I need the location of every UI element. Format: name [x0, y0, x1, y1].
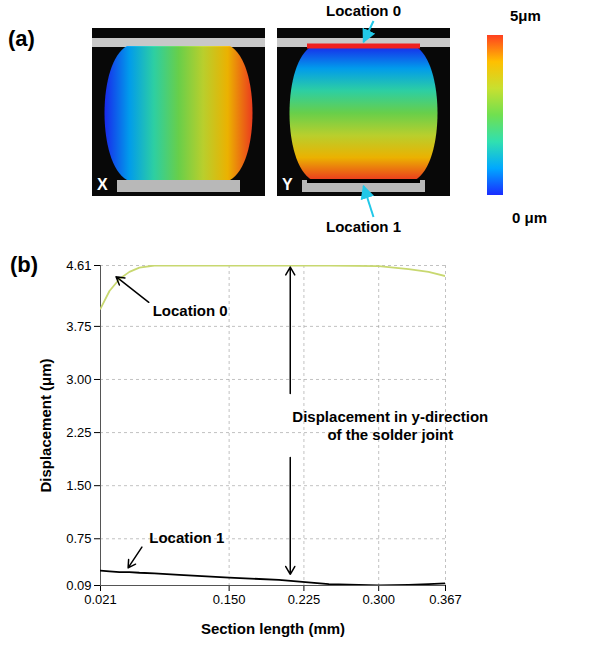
svg-text:1.50: 1.50 — [66, 478, 91, 493]
svg-text:5μm: 5μm — [510, 7, 541, 24]
svg-text:Location 0: Location 0 — [326, 2, 401, 19]
svg-text:3.75: 3.75 — [66, 319, 91, 334]
html-text:(b): (b) — [10, 252, 39, 277]
svg-text:Location 1: Location 1 — [149, 529, 224, 546]
svg-text:0.75: 0.75 — [66, 531, 91, 546]
svg-text:4.61: 4.61 — [66, 258, 91, 273]
svg-text:0.225: 0.225 — [288, 592, 321, 607]
svg-text:0.150: 0.150 — [213, 592, 246, 607]
svg-text:Location 0: Location 0 — [153, 302, 228, 319]
svg-text:0.300: 0.300 — [362, 592, 395, 607]
svg-text:Displacement (μm): Displacement (μm) — [37, 358, 54, 492]
svg-text:0.09: 0.09 — [66, 578, 91, 593]
svg-text:(a): (a) — [8, 26, 35, 51]
svg-text:Location 1: Location 1 — [326, 218, 401, 235]
svg-text:0 μm: 0 μm — [512, 209, 547, 226]
svg-text:3.00: 3.00 — [66, 372, 91, 387]
svg-text:X: X — [97, 176, 108, 193]
svg-text:Y: Y — [282, 176, 293, 193]
svg-text:Section length (mm): Section length (mm) — [201, 620, 345, 637]
svg-text:0.367: 0.367 — [429, 592, 462, 607]
svg-text:0.021: 0.021 — [84, 592, 117, 607]
svg-text:Displacement in y-directionof: Displacement in y-directionof the solder… — [292, 408, 488, 443]
svg-text:2.25: 2.25 — [66, 425, 91, 440]
